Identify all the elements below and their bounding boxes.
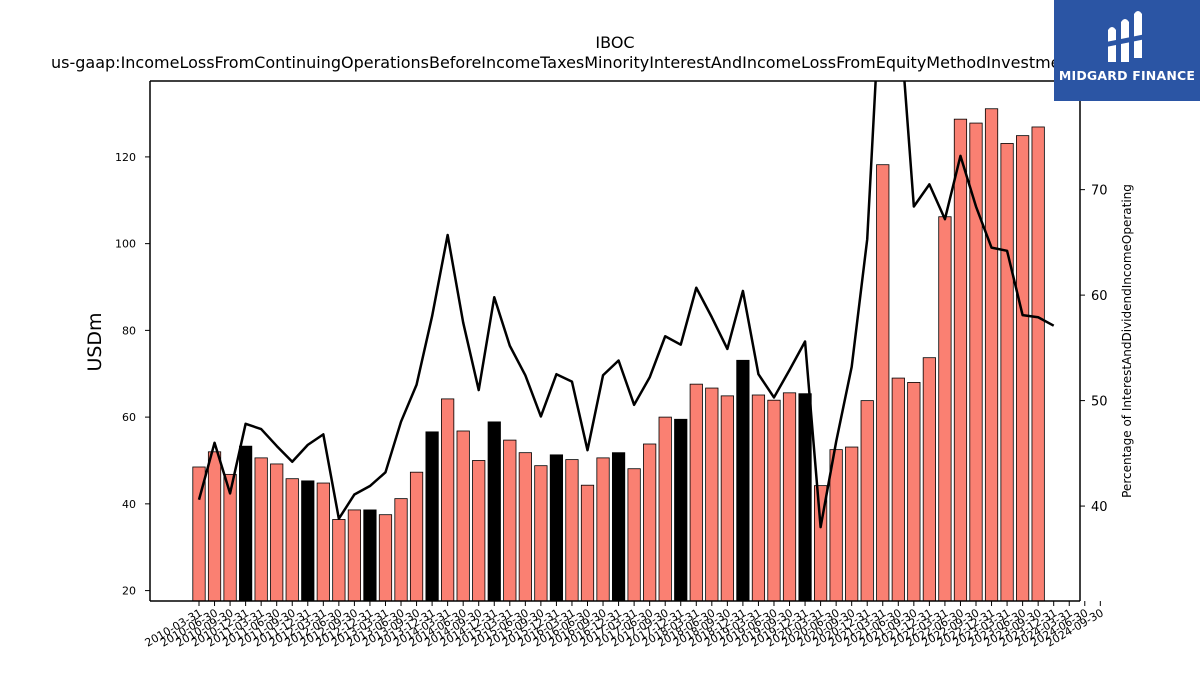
bar: [285, 478, 299, 602]
bar: [316, 482, 330, 602]
bar: [938, 216, 952, 602]
bar: [332, 519, 346, 602]
chart-title: IBOC: [595, 33, 634, 52]
bar: [441, 398, 455, 602]
bar: [301, 480, 315, 602]
y-tick-label: 20: [122, 585, 136, 598]
bar: [596, 457, 610, 602]
bar: [953, 118, 968, 602]
bar: [534, 465, 548, 602]
bar: [643, 443, 657, 602]
y-tick-label: 120: [115, 151, 136, 164]
bar: [1000, 143, 1014, 602]
y-tick-label: 100: [115, 238, 136, 251]
bar: [472, 460, 486, 602]
bar: [518, 452, 532, 602]
bar: [425, 431, 439, 602]
bar: [705, 387, 719, 602]
bar: [736, 359, 750, 602]
y-tick-label: 40: [122, 498, 136, 511]
logo-text: MIDGARD FINANCE: [1058, 68, 1196, 83]
bar: [689, 383, 703, 602]
bar: [1031, 126, 1045, 602]
bar: [565, 459, 579, 602]
bar: [751, 394, 766, 602]
bar: [767, 399, 781, 602]
bar: [394, 498, 408, 602]
bar: [922, 357, 936, 602]
bar: [611, 452, 626, 602]
bar: [845, 446, 859, 602]
axes: 20406080100120405060702010-03-312010-06-…: [115, 80, 1108, 650]
bar: [487, 421, 501, 602]
bar: [456, 430, 470, 602]
bar: [860, 400, 874, 602]
y2-axis-label: Percentage of InterestAndDividendIncomeO…: [1120, 184, 1134, 498]
bar: [1016, 135, 1030, 602]
midgard-finance-logo: MIDGARD FINANCE: [1054, 0, 1200, 101]
bar: [891, 377, 905, 602]
bar: [254, 457, 268, 602]
bar-series: [192, 108, 1045, 602]
bar: [549, 454, 564, 602]
chart-subtitle: us-gaap:IncomeLossFromContinuingOperatio…: [51, 53, 1085, 72]
y2-tick-label: 60: [1091, 289, 1108, 304]
bar: [270, 463, 284, 602]
y-axis-label: USDm: [84, 312, 106, 371]
bar: [627, 468, 641, 602]
bar: [580, 484, 595, 602]
bar: [207, 451, 222, 602]
bar: [409, 471, 424, 602]
bar: [907, 382, 921, 602]
midgard-logo-icon: [1106, 11, 1146, 62]
bar: [720, 395, 734, 602]
bar: [984, 108, 999, 602]
bar: [503, 439, 517, 602]
bar: [876, 164, 890, 602]
y-tick-label: 80: [122, 324, 136, 337]
y2-tick-label: 50: [1091, 395, 1108, 410]
bar: [363, 509, 377, 602]
bar: [674, 418, 688, 602]
bar: [782, 392, 797, 602]
y-tick-label: 60: [122, 411, 136, 424]
bar: [378, 514, 393, 602]
line-series: [197, 81, 1055, 529]
bar: [658, 416, 672, 602]
bar: [347, 509, 362, 602]
bar: [239, 445, 253, 602]
y2-tick-label: 40: [1091, 500, 1108, 515]
y2-tick-label: 70: [1091, 184, 1108, 199]
bar: [798, 393, 812, 602]
